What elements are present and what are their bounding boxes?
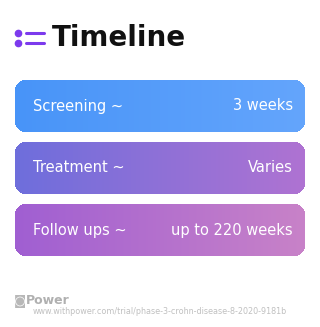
Text: www.withpower.com/trial/phase-3-crohn-disease-8-2020-9181b: www.withpower.com/trial/phase-3-crohn-di… (33, 307, 287, 317)
Text: Varies: Varies (248, 161, 293, 176)
Text: Power: Power (26, 295, 70, 307)
Text: Screening ~: Screening ~ (33, 98, 123, 113)
Text: 3 weeks: 3 weeks (233, 98, 293, 113)
Text: Timeline: Timeline (52, 24, 186, 52)
Text: Treatment ~: Treatment ~ (33, 161, 124, 176)
Text: Follow ups ~: Follow ups ~ (33, 222, 127, 237)
Text: ◙: ◙ (14, 295, 26, 307)
Text: up to 220 weeks: up to 220 weeks (172, 222, 293, 237)
